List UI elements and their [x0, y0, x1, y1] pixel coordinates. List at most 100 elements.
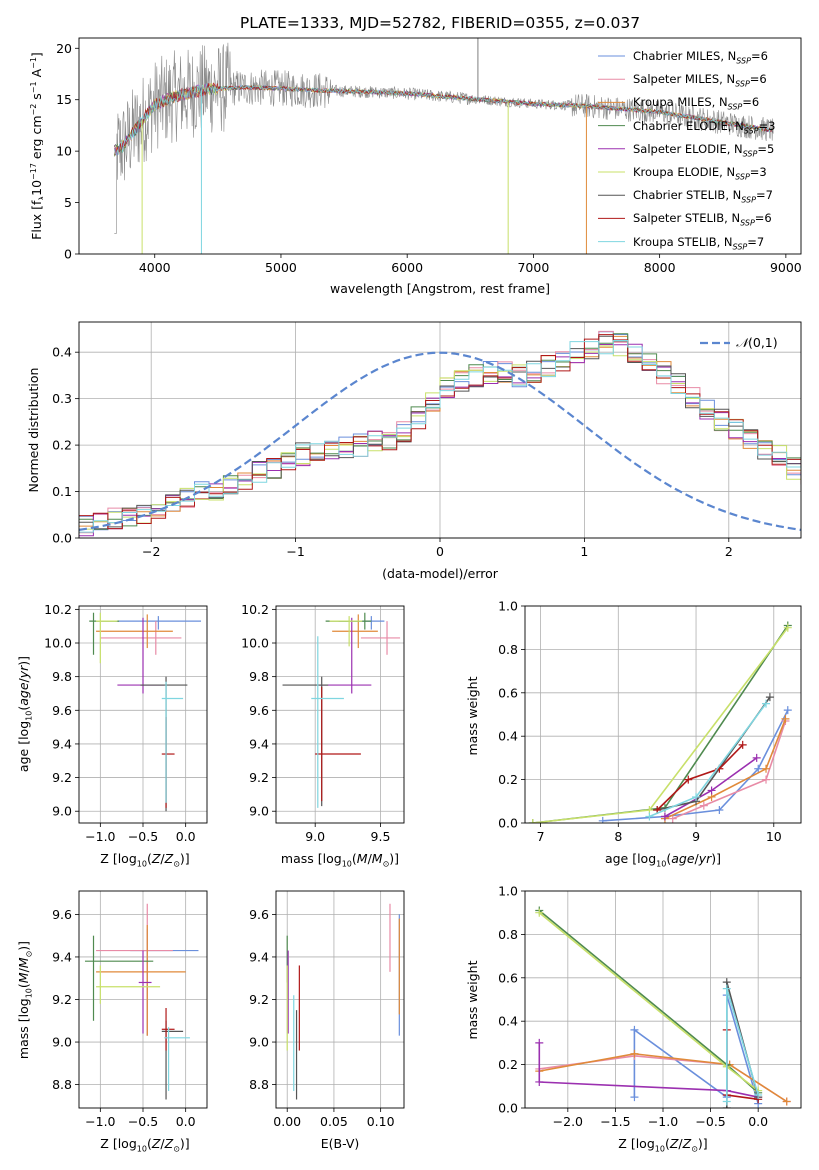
y-tick-label: 0.2 — [52, 438, 72, 453]
mass-z-xlabel-text: Z [log10(Z/Z⊙)] — [100, 1136, 190, 1153]
weight-z-xlabel-text: Z [log10(Z/Z⊙)] — [618, 1136, 708, 1153]
weight-age-salpeter-elodie — [660, 753, 761, 821]
weight-marker — [762, 699, 771, 708]
mass_vs_Z-marks — [84, 903, 199, 1100]
age-z-xlabel-text: Z [log10(Z/Z⊙)] — [100, 851, 190, 868]
y-tick-label: 0.4 — [52, 345, 72, 360]
x-tick-label: 6000 — [391, 260, 423, 275]
normal-legend-label-text: 𝒩(0,1) — [736, 335, 778, 350]
y-tick-label: 10.0 — [241, 636, 269, 651]
weight-marker — [699, 801, 708, 810]
y-tick-label: 0.2 — [498, 1057, 518, 1072]
weight-age-ylabel: mass weight — [465, 677, 480, 756]
mass_weight_vs_age-marks — [528, 621, 792, 823]
errorbar-chabrier-miles — [115, 616, 202, 630]
y-tick-label: 0.6 — [498, 970, 518, 985]
errorbar-kroupa-stelib — [164, 1027, 190, 1091]
y-tick-label: 9.4 — [52, 736, 72, 751]
residual_hist-marks — [79, 330, 801, 537]
weight-marker — [722, 984, 731, 993]
legend-label: Salpeter ELODIE, NSSP=5 — [633, 141, 775, 158]
y-tick-label: 9.6 — [249, 703, 269, 718]
errorbar-kroupa-miles — [332, 614, 378, 649]
weight-z-ylabel-group: mass weight — [465, 961, 480, 1040]
age_vs_Z-frame — [78, 605, 208, 824]
x-tick-label: 0.05 — [320, 1114, 348, 1129]
x-tick-label: 0.0 — [176, 829, 196, 844]
y-tick-label: 15 — [56, 92, 72, 107]
y-tick-label: 0.8 — [498, 927, 518, 942]
x-tick-label: −1.0 — [85, 829, 115, 844]
spectrum-frame — [78, 37, 802, 255]
y-tick-label: 0.0 — [52, 531, 72, 546]
x-tick-label: 0 — [436, 544, 444, 559]
weight-marker — [692, 792, 701, 801]
hist-ylabel-group: Normed distribution — [26, 368, 41, 493]
errorbar-kroupa-miles — [96, 614, 173, 649]
age-z-xlabel: Z [log10(Z/Z⊙)] — [100, 851, 190, 868]
weight-marker — [783, 706, 792, 715]
y-tick-label: 5 — [64, 195, 72, 210]
x-tick-label: 0.0 — [748, 1114, 768, 1129]
y-tick-label: 10 — [56, 144, 72, 159]
weight-age-salpeter-miles — [668, 717, 790, 823]
errorbar-kroupa-elodie — [329, 616, 363, 647]
weight-marker — [660, 812, 669, 821]
weight-marker — [684, 775, 693, 784]
y-tick-label: 0.1 — [52, 484, 72, 499]
y-tick-label: 0.8 — [498, 642, 518, 657]
legend-label-text: Salpeter MILES, NSSP=6 — [633, 72, 767, 89]
x-tick-label: 9 — [692, 829, 700, 844]
y-tick-label: 9.8 — [249, 669, 269, 684]
age-mass-xlabel-text: mass [log10(M/M⊙)] — [280, 851, 400, 868]
weight-age-kroupa-stelib — [645, 699, 771, 821]
x-tick-label: −1.5 — [600, 1114, 630, 1129]
weight-marker — [762, 764, 771, 773]
y-tick-label: 9.0 — [52, 804, 72, 819]
weight-line — [538, 1042, 759, 1098]
age-mass-xlabel: mass [log10(M/M⊙)] — [280, 851, 400, 868]
plots-layer: 4000 5000 6000 7000 8000 900005101520Chabrier… — [16, 37, 802, 1153]
x-tick-label: 1 — [580, 544, 588, 559]
weight-z-kroupa-stelib — [722, 984, 763, 1106]
legend-label-text: Chabrier ELODIE, NSSP=3 — [633, 118, 776, 135]
y-tick-label: 9.0 — [249, 804, 269, 819]
y-tick-label: 9.2 — [249, 770, 269, 785]
weight-marker — [535, 1038, 544, 1047]
x-tick-label: 9.5 — [371, 829, 391, 844]
x-tick-label: −2.0 — [553, 1114, 583, 1129]
spectrum-axes: 4000 5000 6000 7000 8000 9000 0 5 10 15 20 Chabrier… — [29, 37, 802, 296]
x-tick-label: −1 — [286, 544, 304, 559]
y-tick-label: 9.6 — [52, 907, 72, 922]
x-tick-label: −0.5 — [128, 1114, 158, 1129]
weight-marker — [762, 775, 771, 784]
mass_vs_Z-axes: −1.0 −0.5 0.0 8.8 9.0 9.2 9.4 9.6 Z [log10(Z/Z⊙)… — [16, 890, 208, 1153]
weight-marker — [535, 1077, 544, 1086]
y-tick-label: 0.0 — [498, 1101, 518, 1116]
weight-line — [656, 744, 744, 811]
x-tick-label: −0.5 — [128, 829, 158, 844]
legend-label: Kroupa ELODIE, NSSP=3 — [633, 165, 767, 181]
y-tick-label: 9.8 — [52, 669, 72, 684]
y-tick-label: 9.0 — [249, 1035, 269, 1050]
errorbar-kroupa-miles — [96, 925, 186, 1036]
residual_hist-frame — [78, 321, 802, 539]
x-tick-label: 4000 — [139, 260, 171, 275]
legend-label-text: Salpeter ELODIE, NSSP=5 — [633, 141, 775, 158]
age-z-ylabel-group: age [log10(age/yr)] — [16, 656, 33, 772]
errorbar-kroupa-elodie — [96, 965, 161, 1004]
weight-marker — [630, 1025, 639, 1034]
weight-marker — [535, 908, 544, 917]
weight-line — [539, 1052, 788, 1103]
legend-label: Chabrier STELIB, NSSP=7 — [633, 188, 773, 205]
weight-age-kroupa-elodie — [528, 623, 792, 823]
errorbar-salpeter-miles — [100, 621, 182, 655]
weight-marker — [783, 623, 792, 632]
mass_vs_ebv-frame — [275, 890, 405, 1109]
age_vs_mass-marks — [282, 612, 401, 808]
y-tick-label: 9.4 — [52, 949, 72, 964]
x-tick-label: 2 — [725, 544, 733, 559]
legend-label-text: Chabrier STELIB, NSSP=7 — [633, 188, 773, 205]
y-tick-label: 10.2 — [44, 602, 72, 617]
x-tick-label: 9000 — [770, 260, 802, 275]
